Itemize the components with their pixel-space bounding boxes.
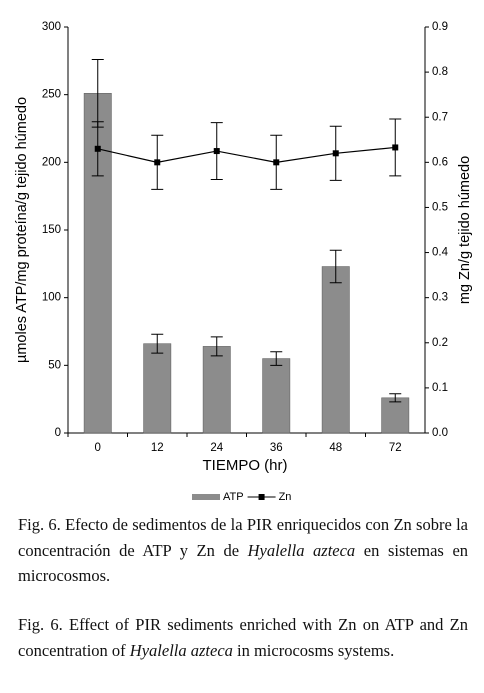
caption-text: Fig. 6. Effect of PIR sediments enriched… <box>18 615 468 660</box>
y-tick-label: 150 <box>42 224 61 236</box>
y2-tick-label: 0.8 <box>432 66 448 78</box>
x-tick-label: 24 <box>210 442 223 454</box>
y2-tick-label: 0.2 <box>432 337 448 349</box>
y2-tick-label: 0.3 <box>432 292 448 304</box>
bar <box>321 266 350 434</box>
chart: TIEMPO (hr) µmoles ATP/mg proteína/g tej… <box>14 21 473 503</box>
caption-text: en sistemas en microcosmos. <box>18 540 469 586</box>
error-bar <box>210 336 223 357</box>
y-tick-label: 200 <box>42 156 61 168</box>
caption-text: in microcosms systems. <box>232 640 395 660</box>
marker <box>392 144 399 151</box>
x-tick-label: 12 <box>151 442 164 454</box>
legend-label: Zn <box>279 491 292 503</box>
x-tick-label: 48 <box>329 442 342 454</box>
bar <box>262 358 291 434</box>
y2-axis-label: mg Zn/g tejido húmedo <box>457 156 473 304</box>
legend-label: ATP <box>223 491 244 503</box>
y-tick-label: 300 <box>42 21 61 33</box>
legend-swatch <box>192 494 220 500</box>
marker <box>94 145 101 152</box>
marker <box>213 148 220 155</box>
x-tick-label: 36 <box>270 442 283 454</box>
y-tick-label: 0 <box>55 427 61 439</box>
y2-tick-label: 0.9 <box>432 21 448 33</box>
y2-tick-label: 0.6 <box>432 156 448 168</box>
marker <box>332 150 339 157</box>
x-tick-label: 0 <box>95 442 101 454</box>
line <box>97 146 396 163</box>
error-bar <box>270 351 283 366</box>
legend-marker <box>258 494 265 500</box>
species-name: Hyalella azteca <box>247 540 356 560</box>
marker <box>154 159 161 166</box>
marker <box>273 159 280 166</box>
y-tick-label: 250 <box>42 89 61 101</box>
y-axis-label: µmoles ATP/mg proteína/g tejido húmedo <box>14 97 30 363</box>
error-bar <box>329 249 342 284</box>
y2-tick-label: 0.5 <box>432 201 448 213</box>
y2-tick-label: 0.0 <box>432 427 448 439</box>
bar <box>143 343 172 434</box>
x-axis-label: TIEMPO (hr) <box>203 457 288 474</box>
y2-tick-label: 0.7 <box>432 111 448 123</box>
y2-tick-label: 0.1 <box>432 382 448 394</box>
error-bar <box>151 333 164 354</box>
bar <box>381 397 410 434</box>
y2-tick-label: 0.4 <box>432 247 449 259</box>
error-bar <box>389 393 402 403</box>
bar <box>202 346 231 434</box>
x-tick-label: 72 <box>389 442 402 454</box>
y-tick-label: 100 <box>42 292 61 304</box>
species-name: Hyalella azteca <box>129 640 233 660</box>
caption-es: Fig. 6. Efecto de sedimentos de la PIR e… <box>18 512 468 589</box>
y-tick-label: 50 <box>48 359 61 371</box>
caption-en: Fig. 6. Effect of PIR sediments enriched… <box>18 612 468 663</box>
caption-text: Fig. 6. Efecto de sedimentos de la PIR e… <box>18 515 468 560</box>
